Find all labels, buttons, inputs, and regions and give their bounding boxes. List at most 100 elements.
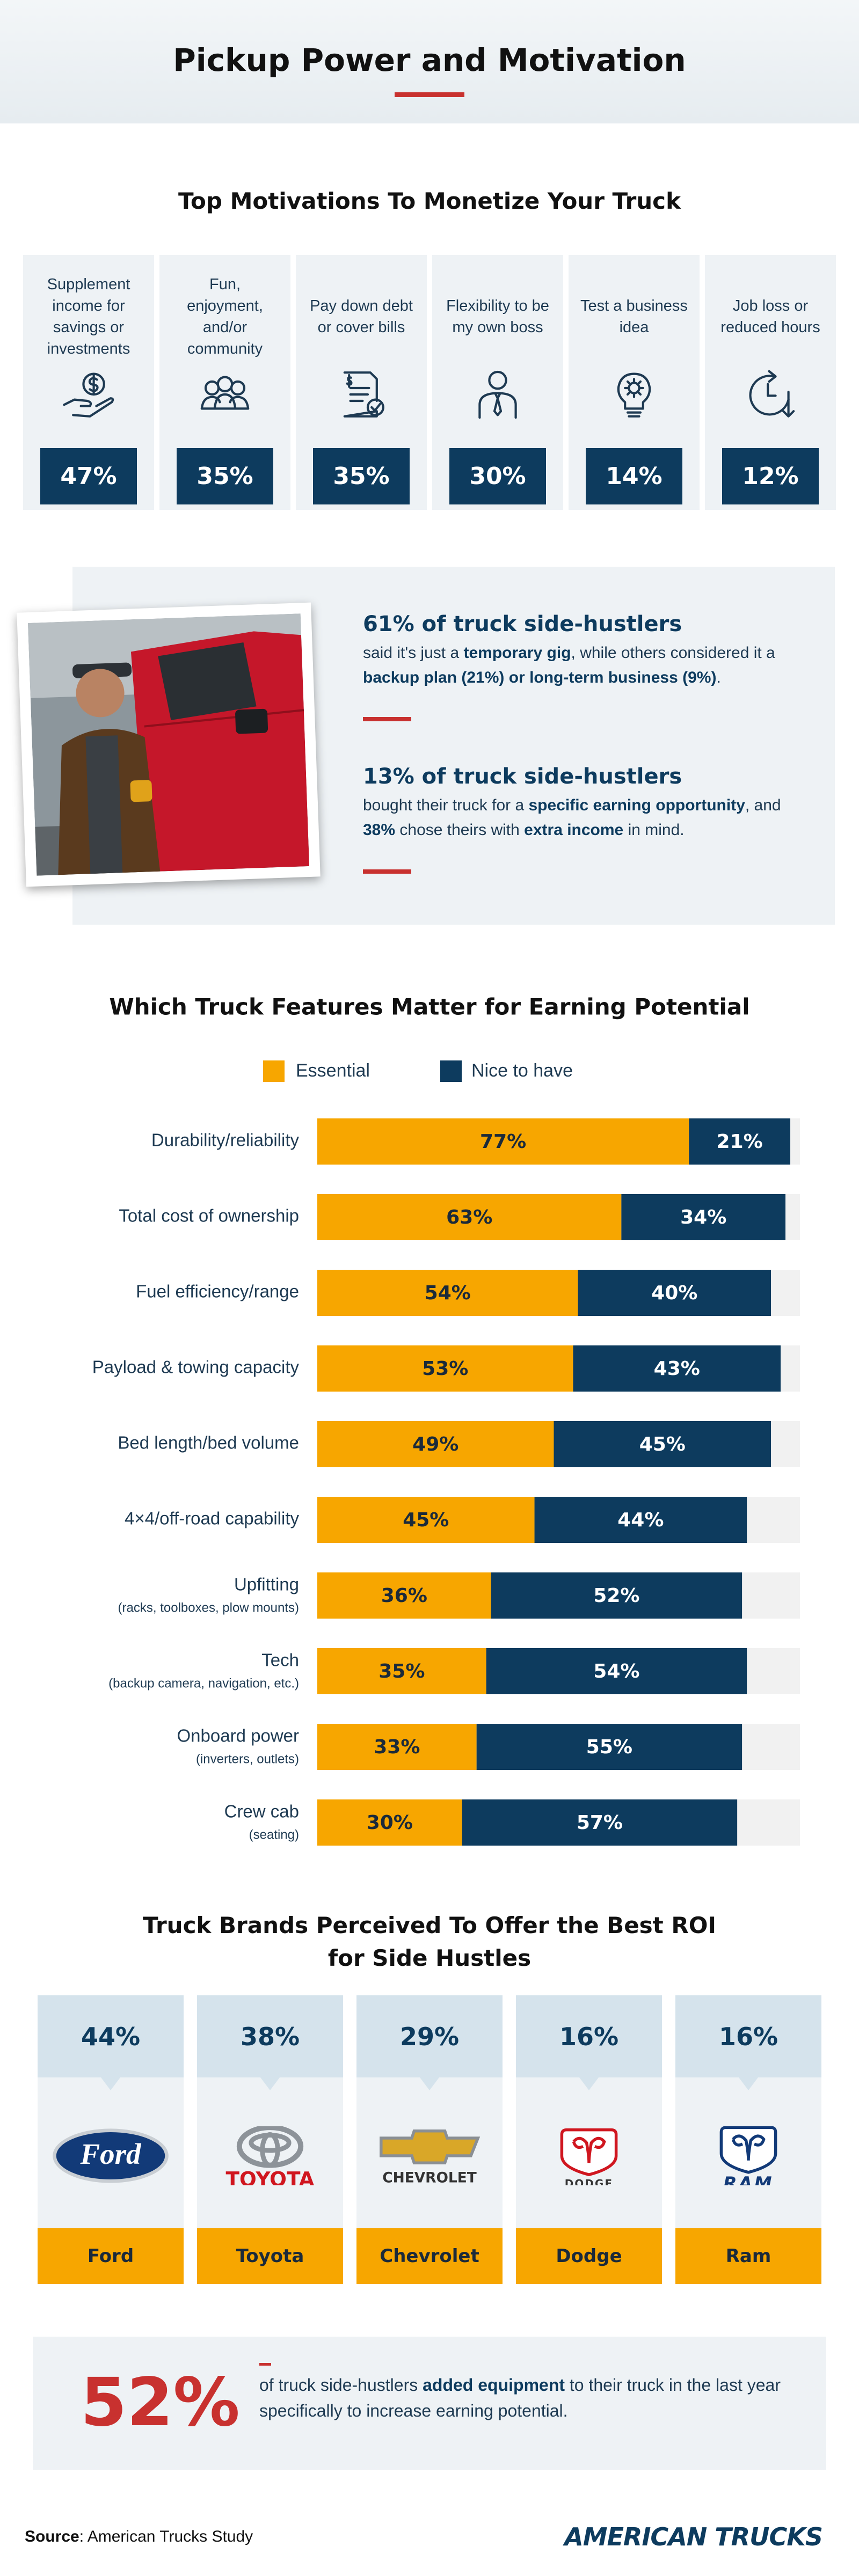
icon-shape <box>617 372 651 418</box>
shirt <box>85 735 123 874</box>
motivation-icon <box>749 370 795 418</box>
brand-pointer <box>739 2077 758 2090</box>
brand-name: Ram <box>675 2228 821 2284</box>
highlight-heading: 61% of truck side-hustlers <box>363 612 682 636</box>
motivation-icon <box>200 376 250 410</box>
callout-text-bold: added equipment <box>423 2375 565 2395</box>
callout-text: of truck side-hustlers added equipment t… <box>259 2372 785 2424</box>
glove <box>130 780 152 802</box>
photo-frame <box>17 602 321 887</box>
highlight-bold: extra income <box>524 821 624 839</box>
icon-shape <box>749 375 790 416</box>
legend-swatch <box>440 1060 462 1082</box>
bar-value-label: 52% <box>593 1585 639 1607</box>
bar-segment <box>573 1345 781 1392</box>
callout-text-part: of truck side-hustlers <box>259 2375 423 2395</box>
bar-segment <box>317 1118 689 1165</box>
highlight-text: , and <box>745 796 781 814</box>
bar-value-label: 45% <box>639 1433 686 1455</box>
motivation-value: 30% <box>449 448 546 504</box>
bar-segment <box>317 1270 578 1316</box>
icon-shape <box>624 378 644 398</box>
category-label: Tech <box>261 1650 299 1670</box>
motivation-label: Fun, enjoyment, and/or community <box>187 276 263 357</box>
bar-segment <box>486 1648 747 1694</box>
motivation-label: Pay down debt or cover bills <box>310 297 413 336</box>
bar-segment <box>462 1799 738 1846</box>
source: Source: American Trucks Study <box>25 2528 253 2546</box>
brand-logo: AMERICAN TRUCKS <box>564 2522 823 2551</box>
bar-value-label: 54% <box>593 1660 639 1682</box>
category-label: Upfitting <box>234 1575 299 1594</box>
category-label: Durability/reliability <box>151 1130 300 1150</box>
legend-label: Nice to have <box>471 1060 573 1081</box>
title-underline <box>395 92 464 97</box>
bar-value-label: 40% <box>651 1282 697 1304</box>
icon-shape <box>249 2133 292 2153</box>
icon-shape <box>572 2136 606 2163</box>
bar-segment <box>317 1724 477 1770</box>
bar-segment <box>317 1799 462 1846</box>
category-label: Onboard power <box>177 1726 299 1746</box>
bar-segment <box>317 1345 573 1392</box>
motivation-icon <box>478 370 517 419</box>
bar-segment <box>554 1421 771 1467</box>
bar-value-label: 53% <box>422 1358 468 1380</box>
icon-shape <box>216 376 234 393</box>
brand-logo-text: CHEVROLET <box>382 2169 477 2185</box>
highlight-body: said it's just a temporary gig, while ot… <box>363 641 803 690</box>
brand-logo-text: DODGE <box>565 2177 613 2185</box>
highlight-text: said it's just a <box>363 644 464 662</box>
legend-swatch <box>263 1060 285 1082</box>
page-title: Pickup Power and Motivation <box>173 42 686 78</box>
bar-value-label: 33% <box>374 1736 420 1758</box>
icon-shape <box>82 372 105 396</box>
motivation-icon <box>617 372 651 418</box>
icon-shape <box>628 382 640 394</box>
brand-logo-text: TOYOTA <box>225 2168 314 2185</box>
bar-segment <box>317 1648 486 1694</box>
highlight-bold: temporary gig <box>463 644 571 662</box>
motivations-title: Top Motivations To Monetize Your Truck <box>178 188 681 214</box>
bar-segment <box>317 1421 554 1467</box>
brands-title-2: for Side Hustles <box>327 1945 532 1971</box>
bar-value-label: 21% <box>717 1131 763 1153</box>
highlight-body: bought their truck for a specific earnin… <box>363 793 803 843</box>
icon-shape <box>230 380 246 396</box>
icon-shape <box>56 2132 165 2179</box>
brand-value-box: 44% <box>38 1995 184 2077</box>
callout-panel <box>33 2337 826 2470</box>
brand-name: Ford <box>38 2228 184 2284</box>
icon-shape <box>349 386 370 402</box>
bar-segment <box>317 1194 622 1240</box>
highlight-rule <box>363 869 411 874</box>
bar-segment <box>621 1194 786 1240</box>
brand-name: Dodge <box>516 2228 662 2284</box>
icon-shape <box>260 2132 280 2168</box>
motivation-card: Flexibility to be my own boss 30% <box>432 255 563 510</box>
brand-pointer <box>260 2077 280 2090</box>
bar-value-label: 55% <box>586 1736 632 1758</box>
bar-value-label: 35% <box>378 1660 425 1682</box>
bar-value-label: 54% <box>425 1282 471 1304</box>
bar-value-label: 77% <box>480 1131 526 1153</box>
brand-logo: CHEVROLET <box>380 2129 481 2185</box>
category-label: 4×4/off-road capability <box>125 1509 300 1528</box>
category-label: Total cost of ownership <box>119 1206 299 1226</box>
brand-logo: RAM <box>719 2126 777 2185</box>
brand-name: Toyota <box>197 2228 343 2284</box>
callout-dash <box>259 2363 271 2366</box>
brand-pointer <box>101 2077 120 2090</box>
brand-value-box: 16% <box>516 1995 662 2077</box>
icon-shape <box>731 2134 766 2161</box>
bar-segment <box>317 1572 491 1619</box>
category-label: Crew cab <box>224 1802 299 1821</box>
highlight-text: , while others considered it a <box>571 644 775 662</box>
highlight-bold: 38% <box>363 821 396 839</box>
category-note: (backup camera, navigation, etc.) <box>108 1676 299 1690</box>
brand-pointer <box>420 2077 439 2090</box>
motivation-label: Supplement income for savings or investm… <box>47 276 130 357</box>
brand-name: Chevrolet <box>356 2228 503 2284</box>
bar-value-label: 34% <box>680 1206 726 1228</box>
